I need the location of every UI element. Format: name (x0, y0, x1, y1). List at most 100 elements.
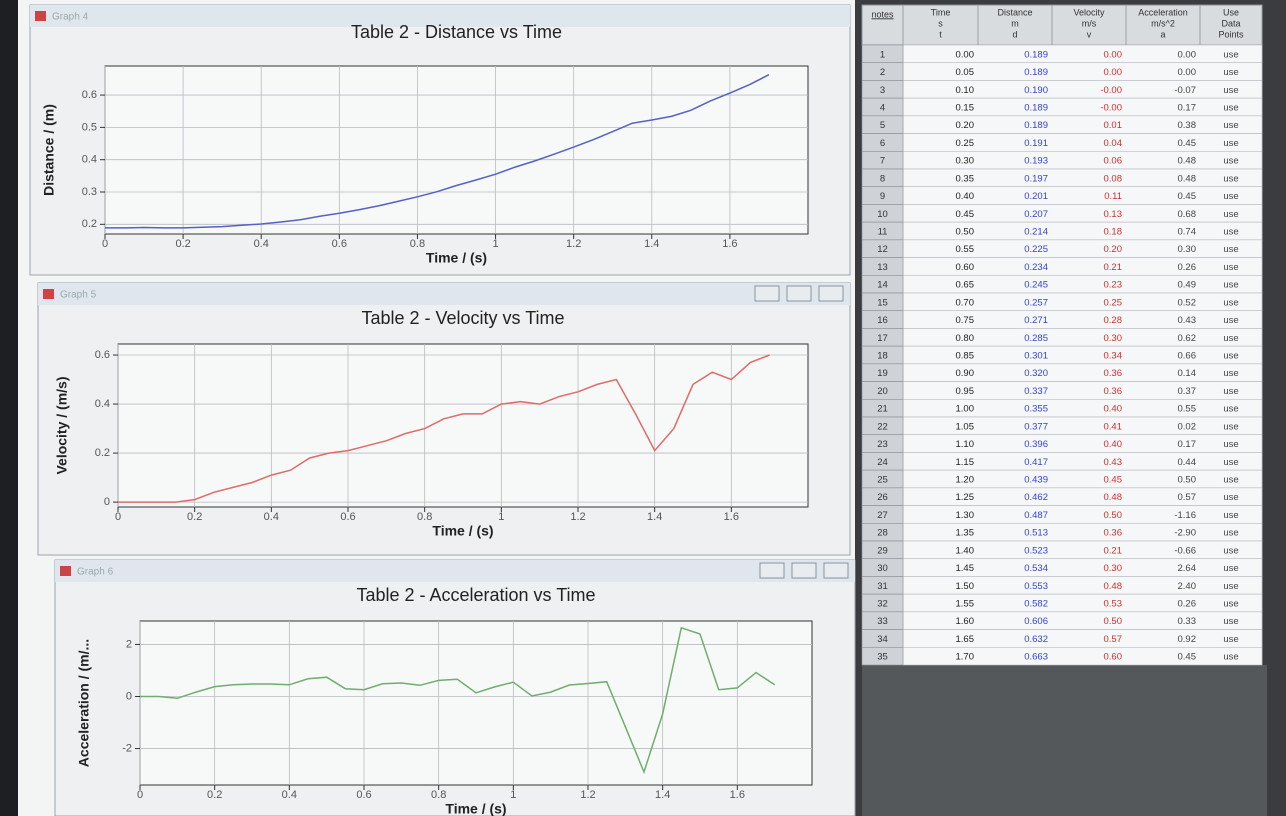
window-title: Graph 6 (77, 567, 114, 578)
table-cell: 0.68 (1178, 209, 1197, 220)
table-cell: -1.16 (1174, 510, 1196, 521)
table-cell: use (1223, 386, 1238, 397)
page: Graph 4Table 2 - Distance vs Time00.20.4… (0, 0, 1286, 816)
x-tick-label: 0.4 (264, 511, 279, 523)
x-tick-label: 0.2 (175, 238, 190, 250)
table-cell: use (1223, 227, 1238, 238)
window-icon (43, 289, 54, 299)
table-cell: 0.48 (1104, 492, 1123, 503)
table-cell: 0.05 (956, 67, 975, 78)
table-cell: 0.553 (1024, 581, 1048, 592)
x-tick-label: 1.2 (570, 511, 585, 523)
row-number: 30 (877, 563, 888, 574)
table-cell: 0.606 (1024, 616, 1048, 627)
table-cell: use (1223, 368, 1238, 379)
graph-title: Table 2 - Distance vs Time (351, 22, 562, 42)
table-cell: 0.582 (1024, 599, 1048, 610)
table-cell: 0.301 (1024, 351, 1048, 362)
column-header: Data (1221, 18, 1240, 28)
table-cell: 1.40 (956, 545, 975, 556)
table-cell: 1.25 (956, 492, 975, 503)
graph-title: Table 2 - Acceleration vs Time (356, 585, 595, 605)
table-cell: 0.462 (1024, 492, 1048, 503)
table-cell: 0.41 (1104, 421, 1123, 432)
table-cell: 0.23 (1104, 280, 1123, 291)
y-axis-label: Velocity / (m/s) (54, 376, 70, 474)
x-tick-label: 1.2 (580, 789, 595, 801)
table-cell: 0.632 (1024, 634, 1048, 645)
column-header: m (1011, 18, 1019, 28)
table-cell: 1.45 (956, 563, 975, 574)
y-tick-label: 0.3 (82, 186, 97, 198)
table-cell: 0.513 (1024, 528, 1048, 539)
x-tick-label: 1 (510, 789, 516, 801)
minimize-button[interactable] (760, 563, 784, 578)
table-cell: 0.45 (1178, 138, 1197, 149)
title-bar (55, 560, 855, 582)
row-number: 9 (880, 191, 885, 202)
table-cell: 0.189 (1024, 67, 1048, 78)
table-cell: 0.45 (956, 209, 975, 220)
row-number: 35 (877, 652, 888, 663)
table-cell: 0.285 (1024, 333, 1048, 344)
table-cell: use (1223, 138, 1238, 149)
screen: Graph 4Table 2 - Distance vs Time00.20.4… (0, 0, 1286, 816)
table-cell: 1.70 (956, 652, 975, 663)
x-tick-label: 1 (492, 238, 498, 250)
table-cell: 0.271 (1024, 315, 1048, 326)
column-header: Use (1223, 7, 1239, 17)
window-icon (60, 566, 71, 576)
table-cell: 0.30 (1104, 563, 1123, 574)
table-cell: 0.417 (1024, 457, 1048, 468)
close-button[interactable] (819, 286, 843, 301)
table-cell: 0.60 (956, 262, 975, 273)
row-number: 13 (877, 262, 888, 273)
maximize-button[interactable] (787, 286, 811, 301)
table-cell: 1.30 (956, 510, 975, 521)
x-tick-label: 1.4 (644, 238, 659, 250)
y-axis-label: Acceleration / (m/... (76, 639, 92, 767)
row-number: 20 (877, 386, 888, 397)
plot-area (140, 621, 812, 785)
plot-area (105, 66, 808, 234)
table-cell: use (1223, 156, 1238, 167)
table-cell: 0.44 (1178, 457, 1197, 468)
table-cell: 0.20 (956, 120, 975, 131)
row-number: 23 (877, 439, 888, 450)
y-tick-label: 0.5 (82, 121, 97, 133)
table-cell: 0.01 (1104, 120, 1123, 131)
table-cell: 0.190 (1024, 85, 1048, 96)
table-cell: 1.00 (956, 404, 975, 415)
minimize-button[interactable] (755, 286, 779, 301)
close-button[interactable] (824, 563, 848, 578)
table-cell: 0.66 (1178, 351, 1197, 362)
x-axis-label: Time / (s) (445, 801, 506, 816)
table-cell: 0.90 (956, 368, 975, 379)
table-cell: 0.60 (1104, 652, 1123, 663)
table-cell: 0.00 (956, 49, 975, 60)
window-title: Graph 4 (52, 12, 89, 23)
table-cell: use (1223, 492, 1238, 503)
column-header: v (1087, 29, 1092, 39)
column-header: notes (871, 9, 894, 19)
table-cell: 0.55 (1178, 404, 1197, 415)
x-tick-label: 1.4 (647, 511, 662, 523)
table-cell: 0.43 (1178, 315, 1197, 326)
table-cell: use (1223, 510, 1238, 521)
table-cell: 0.234 (1024, 262, 1048, 273)
table-cell: 0.02 (1178, 421, 1197, 432)
table-cell: 0.34 (1104, 351, 1123, 362)
table-cell: use (1223, 439, 1238, 450)
table-cell: 0.45 (1104, 475, 1123, 486)
table-cell: 0.245 (1024, 280, 1048, 291)
row-number: 8 (880, 173, 885, 184)
x-tick-label: 0.8 (417, 511, 432, 523)
table-cell: 0.00 (1178, 67, 1197, 78)
table-cell: use (1223, 457, 1238, 468)
row-number: 11 (878, 227, 888, 238)
table-cell: use (1223, 581, 1238, 592)
row-number: 26 (877, 492, 888, 503)
maximize-button[interactable] (792, 563, 816, 578)
table-cell: 1.55 (956, 599, 975, 610)
x-tick-label: 0.2 (207, 789, 222, 801)
